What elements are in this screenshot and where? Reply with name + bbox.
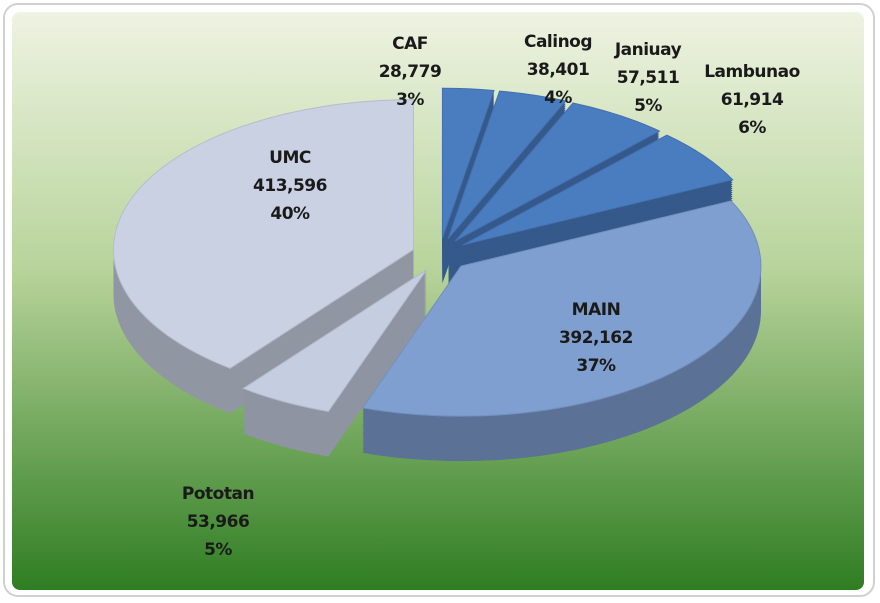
- slice-label-percent: 4%: [544, 88, 572, 108]
- slice-label-name: Janiuay: [614, 40, 682, 60]
- slice: [113, 99, 415, 414]
- slice: [242, 269, 428, 457]
- slice-label-value: 61,914: [721, 90, 784, 110]
- slice-label-value: 413,596: [253, 176, 327, 196]
- slice-top: [447, 90, 567, 240]
- slice-label-percent: 6%: [738, 118, 766, 138]
- slice-label-percent: 5%: [634, 96, 662, 116]
- slice-label-name: Pototan: [182, 484, 254, 504]
- slice-label-name: Lambunao: [704, 62, 800, 82]
- slice-label-value: 57,511: [617, 68, 680, 88]
- slice-label-percent: 3%: [396, 90, 424, 110]
- labels: CAF 28,779 3% Calinog 38,401 4% Janiuay 57,511 5…: [182, 32, 800, 560]
- slice-top: [462, 134, 734, 246]
- slice-label-name: UMC: [269, 148, 311, 168]
- slice-label-value: 53,966: [187, 512, 250, 532]
- slices: [113, 87, 762, 462]
- slice-label-percent: 5%: [204, 540, 232, 560]
- slice-top: [242, 269, 428, 413]
- slice-label-name: CAF: [392, 34, 428, 54]
- slice-top: [361, 200, 762, 417]
- slice-label-percent: 37%: [576, 356, 616, 376]
- slice-top: [441, 87, 495, 239]
- slice-label-name: MAIN: [572, 300, 621, 320]
- slice-label-percent: 40%: [270, 204, 310, 224]
- slice-label-value: 28,779: [379, 62, 442, 82]
- slice-label-value: 392,162: [559, 328, 633, 348]
- slice-top: [454, 102, 661, 242]
- slice: [361, 200, 762, 462]
- slice-top: [113, 99, 415, 369]
- slice-label-name: Calinog: [524, 32, 592, 52]
- slice-label-value: 38,401: [527, 60, 590, 80]
